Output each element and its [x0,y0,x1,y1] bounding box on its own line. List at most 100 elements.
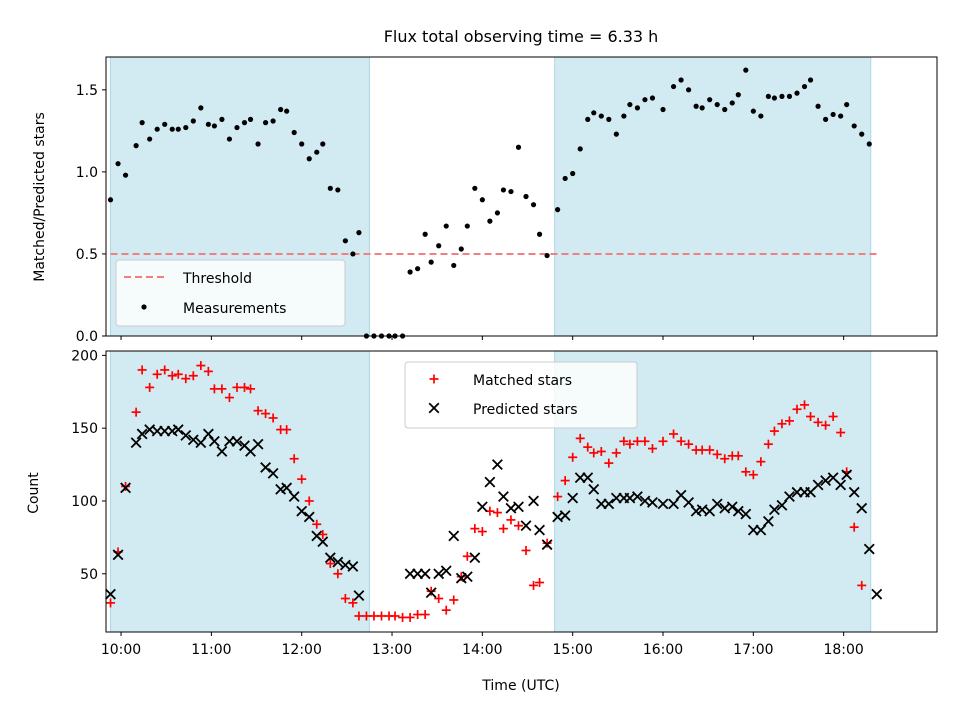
matched-star-point [604,458,614,468]
matched-star-point [390,611,400,621]
matched-star-point [456,572,466,582]
measurement-point [241,120,248,126]
measurement-point [262,120,269,126]
predicted-star-point [567,492,579,504]
predicted-star-point [541,539,553,551]
predicted-star-point [647,496,658,508]
predicted-star-point [353,590,365,602]
predicted-star-point [726,501,738,513]
matched-star-point [535,577,545,587]
matched-star-point [611,448,621,458]
matched-star-point [632,436,642,446]
matched-star-point [763,439,773,449]
matched-star-point [756,457,766,467]
measurement-point [678,77,684,83]
measurement-point [415,266,421,272]
matched-star-point [589,448,599,458]
matched-star-point [361,611,371,621]
measurement-point [577,146,583,152]
matched-star-point [470,524,480,534]
measurement-point [508,188,514,195]
measurement-point [270,118,276,124]
matched-stars-points [106,361,867,622]
shaded-region [110,350,370,633]
predicted-star-point [784,491,795,503]
measurement-point [707,97,713,103]
top-y-ticks: 0.0 0.5 1.0 1.5 [76,83,106,345]
measurement-point [544,252,550,259]
top-legend: Threshold Measurements [115,259,346,327]
predicted-star-point [433,568,445,580]
predicted-star-point [303,511,315,523]
predicted-star-point [657,498,669,510]
matched-star-point [413,610,423,620]
measurement-point [278,106,284,113]
matched-star-point [697,445,707,455]
predicted-star-point [180,430,192,441]
measurement-point [407,269,413,275]
matched-star-point [596,446,606,456]
measurement-point [350,251,356,257]
matched-star-point [784,416,794,426]
predicted-star-point [513,501,524,513]
measurement-point [515,144,522,150]
measurement-point [634,105,641,111]
y-tick-label: 1.5 [76,83,98,99]
measurement-point [451,262,457,269]
matched-star-point [684,439,694,449]
predicted-star-point [187,434,199,446]
predicted-star-point [425,587,437,599]
measurement-point [422,231,428,237]
predicted-star-point [208,435,220,447]
measurement-point [801,83,808,90]
matched-star-point [676,436,686,446]
predicted-star-point [296,505,308,517]
matched-star-point [121,481,131,491]
matched-star-point [289,454,299,464]
measurement-point [487,218,493,224]
matched-star-point [769,426,779,436]
matched-star-point [420,610,430,620]
matched-star-point [492,508,502,518]
top-x-ticks [120,336,845,340]
predicted-star-point [288,491,300,503]
measurement-point [314,149,320,155]
matched-star-point [521,545,531,555]
matched-star-point [160,365,170,375]
predicted-star-point [768,504,780,516]
measurement-point [299,141,305,147]
measurement-point [291,129,297,136]
predicted-star-point [732,505,744,517]
measurement-point [115,161,121,167]
measurement-point [693,103,699,109]
predicted-star-point [559,510,571,521]
predicted-star-point [461,571,473,583]
matched-star-point [203,366,213,376]
matched-star-point [188,371,198,381]
predicted-star-point [260,462,272,473]
predicted-star-point [631,491,643,503]
matched-star-point [705,445,715,455]
measurement-point [472,185,478,191]
predicted-star-point [841,469,853,481]
matched-star-point [800,400,810,410]
matched-star-point [282,425,292,435]
predicted-star-point [762,515,774,527]
predicted-star-point [871,588,883,600]
measurement-point [494,210,501,216]
measurement-point [562,175,568,182]
legend-measurement-swatch [141,304,147,310]
predicted-star-point [252,438,264,450]
x-tick-label: 18:00 [823,642,863,658]
measurement-point [169,126,175,132]
predicted-star-point [419,568,431,580]
matched-star-point [246,384,256,394]
predicted-star-point [172,424,184,436]
predicted-star-point [324,552,336,564]
matched-star-point [792,404,802,414]
matched-star-point [733,451,743,461]
measurement-point [255,141,261,147]
matched-star-point [462,551,472,561]
measurement-point [743,67,749,73]
matched-star-point [354,611,364,621]
